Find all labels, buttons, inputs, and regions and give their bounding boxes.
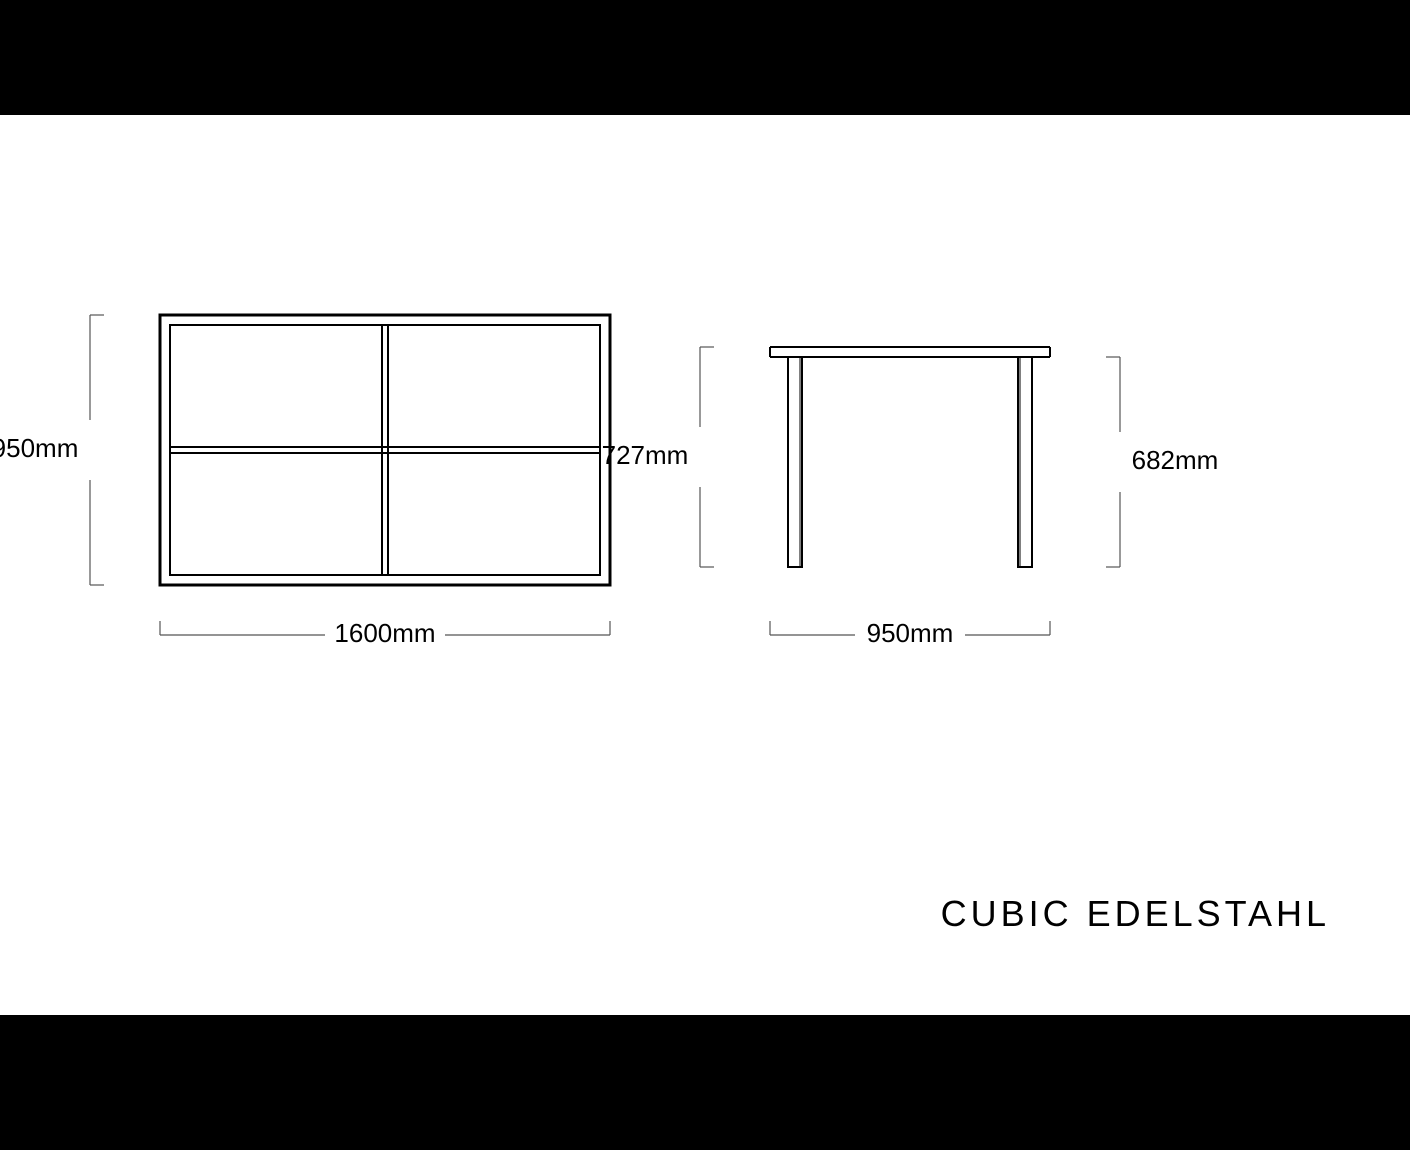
dim-side-leg-height: 682mm — [1132, 445, 1219, 475]
side-view: 727mm 682mm 950mm — [602, 347, 1219, 648]
dim-top-width: 1600mm — [334, 618, 435, 648]
dim-top-height: 950mm — [0, 433, 78, 463]
technical-drawing-svg: 950mm 1600mm 727mm 682mm 950mm — [0, 115, 1410, 1015]
top-view: 950mm 1600mm — [0, 315, 610, 648]
dim-side-total-height: 727mm — [602, 440, 689, 470]
drawing-canvas: 950mm 1600mm 727mm 682mm 950mm CUBIC EDELSTA… — [0, 115, 1410, 1015]
dim-side-width: 950mm — [867, 618, 954, 648]
product-title: CUBIC EDELSTAHL — [941, 893, 1330, 935]
